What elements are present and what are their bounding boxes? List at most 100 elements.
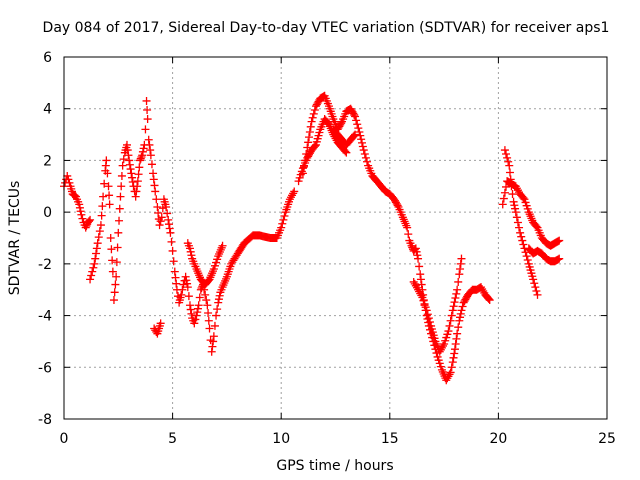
data-point — [203, 301, 212, 310]
data-point — [141, 125, 150, 134]
data-point — [97, 211, 106, 220]
data-point — [157, 213, 166, 222]
data-point — [555, 236, 564, 245]
data-point — [323, 118, 332, 127]
data-point — [185, 244, 194, 253]
data-point — [506, 175, 515, 184]
x-tick-label: 10 — [272, 431, 290, 447]
data-point — [116, 192, 125, 201]
data-point — [423, 310, 432, 319]
data-point — [500, 188, 509, 197]
data-point — [350, 110, 359, 119]
chart-title: Day 084 of 2017, Sidereal Day-to-day VTE… — [43, 20, 610, 36]
data-point — [310, 142, 319, 151]
data-point — [215, 291, 224, 300]
data-point — [179, 280, 188, 289]
data-point — [186, 247, 195, 256]
data-point — [163, 209, 172, 218]
data-point — [118, 161, 127, 170]
data-point — [451, 293, 460, 302]
data-point — [518, 236, 527, 245]
data-point — [150, 181, 159, 190]
data-point — [424, 314, 433, 323]
data-point — [357, 138, 366, 147]
data-point — [145, 140, 154, 149]
data-point — [183, 283, 192, 292]
data-point — [530, 279, 539, 288]
data-point — [171, 273, 180, 282]
data-point — [149, 175, 158, 184]
data-point — [503, 153, 512, 162]
data-point — [446, 368, 455, 377]
data-point — [122, 140, 131, 149]
data-point — [279, 215, 288, 224]
data-point — [358, 142, 367, 151]
data-point — [125, 156, 134, 165]
data-point — [351, 130, 360, 139]
data-point — [342, 148, 351, 157]
y-tick-label: 0 — [43, 205, 52, 221]
data-point — [449, 302, 458, 311]
data-point — [181, 272, 190, 281]
data-point — [300, 162, 309, 171]
data-point — [187, 251, 196, 260]
data-point — [105, 200, 114, 209]
data-point — [455, 270, 464, 279]
y-tick-label: -8 — [38, 412, 52, 428]
x-tick-label: 0 — [60, 431, 69, 447]
data-point — [456, 313, 465, 322]
data-point — [195, 293, 204, 302]
data-point — [92, 244, 101, 253]
data-point — [86, 275, 95, 284]
data-point — [202, 296, 211, 305]
data-point — [128, 177, 137, 186]
data-point — [353, 120, 362, 129]
data-point — [156, 217, 165, 226]
data-point — [509, 197, 518, 206]
data-point — [555, 254, 564, 263]
x-tick-label: 15 — [381, 431, 399, 447]
data-point — [155, 221, 164, 230]
data-point — [165, 224, 174, 233]
data-point — [91, 254, 100, 263]
data-point — [96, 221, 105, 230]
data-point — [508, 190, 517, 199]
data-point — [502, 149, 511, 158]
data-point — [505, 168, 514, 177]
data-point — [169, 257, 178, 266]
data-point — [455, 316, 464, 325]
data-point — [126, 165, 135, 174]
x-tick-label: 20 — [489, 431, 507, 447]
data-point — [162, 202, 171, 211]
data-point — [416, 270, 425, 279]
data-point — [453, 329, 462, 338]
data-point — [354, 124, 363, 133]
data-point — [529, 275, 538, 284]
data-point — [143, 115, 152, 124]
data-point — [485, 296, 494, 305]
data-point — [218, 241, 227, 250]
data-point — [167, 237, 176, 246]
y-tick-label: -2 — [38, 257, 52, 273]
data-point — [278, 219, 287, 228]
data-point — [505, 161, 514, 170]
data-point — [439, 341, 448, 350]
data-point — [107, 245, 116, 254]
data-point — [154, 209, 163, 218]
data-point — [186, 305, 195, 314]
data-point — [449, 353, 458, 362]
data-point — [142, 96, 151, 105]
data-point — [445, 321, 454, 330]
data-point — [498, 200, 507, 209]
data-point — [290, 187, 299, 196]
data-point — [82, 221, 91, 230]
data-point — [352, 116, 361, 125]
data-point — [447, 311, 456, 320]
data-point — [204, 308, 213, 317]
data-point — [111, 280, 120, 289]
data-point — [416, 275, 425, 284]
data-point — [119, 155, 128, 164]
data-point — [177, 290, 186, 299]
data-point — [411, 244, 420, 253]
data-point — [304, 138, 313, 147]
